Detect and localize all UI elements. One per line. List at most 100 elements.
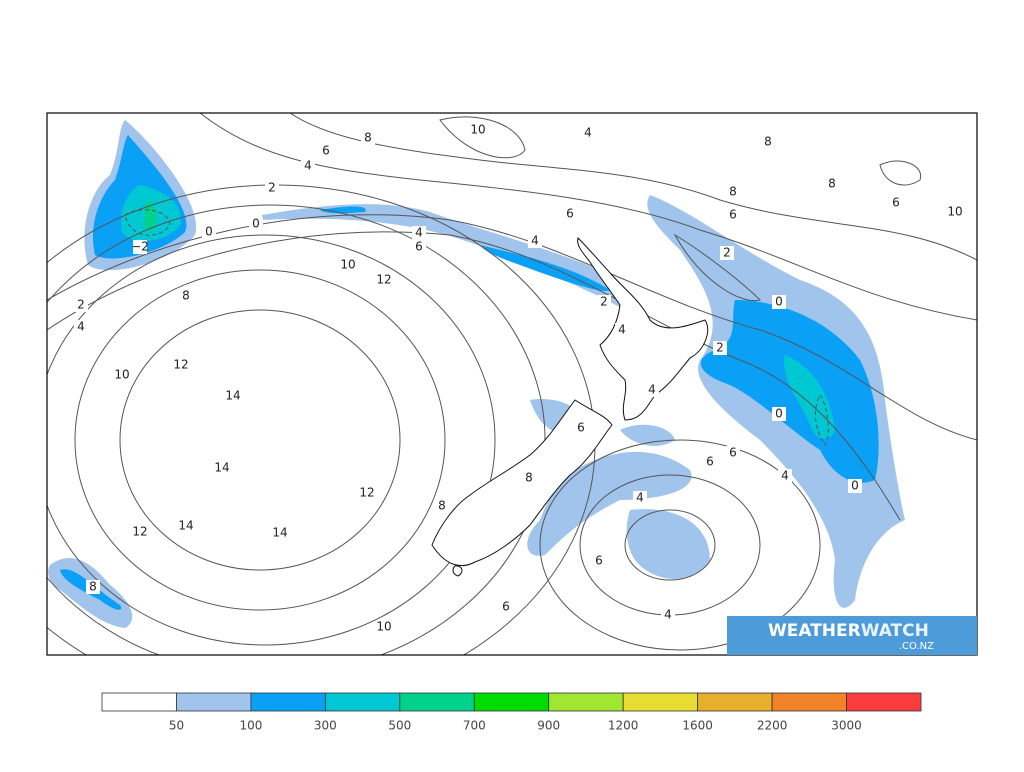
contour-label: 4: [664, 608, 672, 622]
contour-label: 4: [648, 383, 656, 397]
contour-label-background: [215, 461, 229, 475]
contour-label-background: [581, 126, 595, 140]
contour-label: 8: [89, 580, 97, 594]
contour-label-background: [761, 135, 775, 149]
contour-label-background: [720, 246, 734, 260]
contour-label-background: [179, 519, 193, 533]
contour-label: 4: [781, 469, 789, 483]
legend-swatch: [548, 692, 624, 712]
legend-label: 50: [169, 719, 184, 733]
contour-label-background: [592, 554, 606, 568]
contour-label-background: [471, 123, 485, 137]
contour-label: 10: [470, 123, 485, 137]
contour-label: 6: [706, 455, 714, 469]
contour-label-background: [74, 298, 88, 312]
contour-label: 12: [173, 358, 188, 372]
contour-label: 14: [214, 461, 229, 475]
legend-swatch: [250, 692, 326, 712]
contour-label: 14: [225, 389, 240, 403]
contour-label: 10: [947, 205, 962, 219]
contour-label: 4: [415, 226, 423, 240]
contour-label: 6: [577, 421, 585, 435]
contour-label: 6: [415, 240, 423, 254]
logo-brand-accent: WATCH: [861, 621, 929, 641]
legend-swatch: [697, 692, 773, 712]
contour-label-background: [202, 225, 216, 239]
legend-label: 2200: [757, 719, 788, 733]
contour-label: 12: [132, 525, 147, 539]
contour-label-background: [273, 526, 287, 540]
contour-label-background: [889, 196, 903, 210]
contour-label-background: [133, 240, 147, 254]
contour-label-background: [574, 421, 588, 435]
legend-label: 100: [239, 719, 262, 733]
contour-label: −2: [131, 240, 149, 254]
contour-label-background: [645, 383, 659, 397]
contour-label-background: [74, 320, 88, 334]
contour-label: 6: [729, 208, 737, 222]
contour-label-background: [825, 177, 839, 191]
contour-label: 6: [729, 446, 737, 460]
contour-label: 6: [566, 207, 574, 221]
contour-label: 2: [77, 298, 85, 312]
contour-label-background: [133, 525, 147, 539]
legend-swatch: [473, 692, 550, 712]
contour-label: 6: [502, 600, 510, 614]
contour-label: 10: [114, 368, 129, 382]
contour-label-background: [341, 258, 355, 272]
contour-label: 8: [364, 131, 372, 145]
logo-background: [727, 616, 977, 655]
contour-label: 6: [892, 196, 900, 210]
contour-label-background: [86, 580, 100, 594]
contour-label-background: [412, 240, 426, 254]
contour-label-background: [848, 479, 862, 493]
contour-label: 12: [359, 486, 374, 500]
contour-label: 10: [376, 620, 391, 634]
contour-label-background: [226, 389, 240, 403]
contour-label: 4: [636, 491, 644, 505]
contour-label-background: [726, 185, 740, 199]
contour-label-background: [249, 217, 263, 231]
legend-label: 1200: [608, 719, 639, 733]
contour-label: 8: [828, 177, 836, 191]
contour-label: 8: [729, 185, 737, 199]
contour-label: 2: [716, 341, 724, 355]
legend-label: 300: [314, 719, 337, 733]
contour-label: 14: [272, 526, 287, 540]
logo-domain: .CO.NZ: [899, 641, 934, 652]
contour-label-background: [713, 341, 727, 355]
contour-label: 0: [775, 295, 783, 309]
contour-label: 4: [77, 320, 85, 334]
contour-label-background: [360, 486, 374, 500]
contour-label: 0: [205, 225, 213, 239]
contour-label: 4: [304, 159, 312, 173]
contour-label-background: [522, 471, 536, 485]
legend-label: 900: [537, 719, 560, 733]
legend-swatch: [846, 692, 922, 712]
contour-label-background: [499, 600, 513, 614]
contour-label: 10: [340, 258, 355, 272]
contour-label-background: [726, 208, 740, 222]
contour-label-background: [377, 273, 391, 287]
contour-label: 2: [268, 181, 276, 195]
contour-label-background: [563, 207, 577, 221]
legend-swatch: [622, 692, 699, 712]
legend-label: 500: [388, 719, 411, 733]
logo: WEATHERWATCH .CO.NZ: [727, 616, 977, 655]
contour-label: 6: [322, 144, 330, 158]
contour-label-background: [412, 226, 426, 240]
contour-label-background: [361, 131, 375, 145]
precipitation: [48, 120, 905, 628]
legend-swatch: [399, 692, 475, 712]
contour-label-background: [661, 608, 675, 622]
legend-swatch: [101, 692, 177, 712]
logo-text: WEATHERWATCH: [768, 621, 929, 641]
contour-label-background: [597, 295, 611, 309]
contour-label: 4: [618, 323, 626, 337]
legend-swatch: [176, 692, 252, 712]
map-frame: [46, 112, 978, 656]
